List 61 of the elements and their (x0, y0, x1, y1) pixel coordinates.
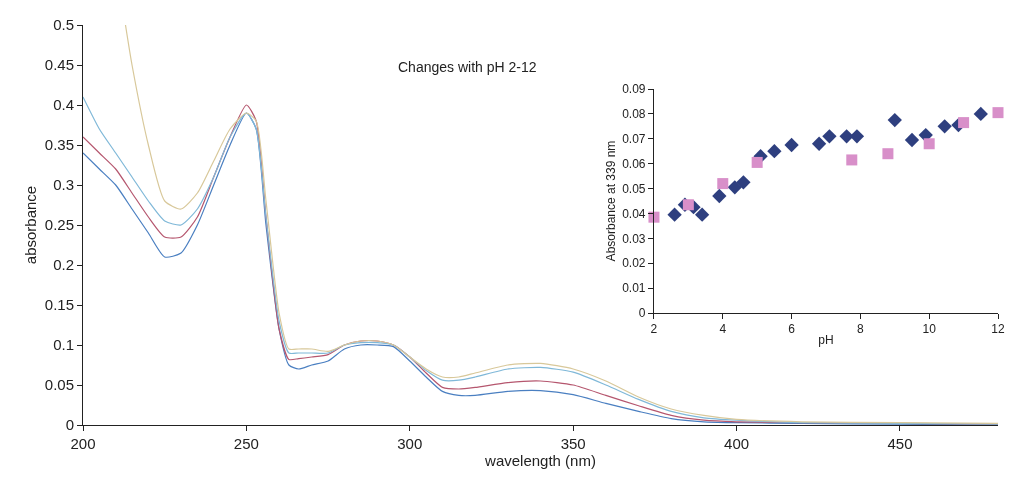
x-axis-title: wavelength (nm) (484, 452, 596, 469)
y-tick-label: 0.5 (53, 16, 74, 34)
point (736, 175, 751, 190)
point (882, 148, 894, 160)
text: Changes with pH 2-12 (398, 59, 537, 75)
point (849, 129, 865, 144)
y-tick-label: 0.3 (53, 176, 74, 194)
y-tick-label: 0 (65, 416, 74, 434)
y-tick-label: 0.25 (44, 216, 74, 234)
y-tick-label: 0.2 (53, 256, 74, 274)
point (712, 188, 727, 204)
point (973, 106, 988, 122)
y-tick-label: 0.1 (53, 336, 74, 354)
y-tick-label: 0.15 (44, 296, 74, 314)
x-tick-label: 300 (397, 435, 423, 452)
point (822, 129, 837, 144)
point (958, 117, 970, 129)
x-axis-title: pH (818, 333, 834, 348)
point (784, 137, 799, 153)
x-tick-label: 400 (724, 435, 750, 452)
point (751, 156, 763, 168)
point (767, 144, 782, 159)
y-tick-label: 0.03 (622, 231, 646, 246)
x-tick-label: 250 (233, 435, 259, 452)
point (992, 107, 1004, 119)
x-tick-label: 8 (857, 322, 865, 337)
y-tick-label: 0.05 (44, 376, 74, 394)
point (694, 207, 710, 222)
point (904, 132, 920, 148)
point (717, 178, 729, 190)
x-tick-label: 350 (560, 435, 586, 452)
x-tick-label: 10 (922, 322, 937, 337)
y-tick-label: 0.05 (622, 181, 646, 196)
x-tick-label: 6 (788, 322, 796, 337)
y-tick-label: 0.35 (44, 136, 74, 154)
y-tick-label: 0.06 (622, 156, 646, 171)
point (887, 112, 902, 128)
point (667, 207, 682, 222)
y-tick-label: 0.08 (622, 107, 646, 122)
point (846, 154, 858, 166)
x-tick-label: 12 (991, 322, 1005, 337)
point (923, 138, 935, 150)
point (811, 136, 827, 151)
y-tick-label: 0.45 (44, 56, 74, 74)
y-axis-title: absorbance (22, 185, 40, 265)
y-tick-label: 0.09 (622, 82, 646, 97)
point (727, 180, 742, 195)
y-tick-label: 0.01 (622, 281, 646, 296)
x-tick-label: 200 (70, 435, 96, 452)
point (937, 119, 952, 134)
y-tick-label: 0 (638, 306, 646, 321)
y-tick-label: 0.07 (622, 131, 646, 146)
point (682, 199, 694, 211)
y-tick-label: 0.02 (622, 256, 646, 271)
y-tick-label: 0.4 (53, 96, 74, 114)
x-tick-label: 450 (887, 435, 913, 452)
point (839, 129, 854, 144)
y-tick-label: 0.04 (622, 206, 646, 221)
x-tick-label: 2 (650, 322, 658, 337)
y-axis-title: Absorbance at 339 nm (603, 140, 618, 262)
x-tick-label: 4 (719, 322, 727, 337)
